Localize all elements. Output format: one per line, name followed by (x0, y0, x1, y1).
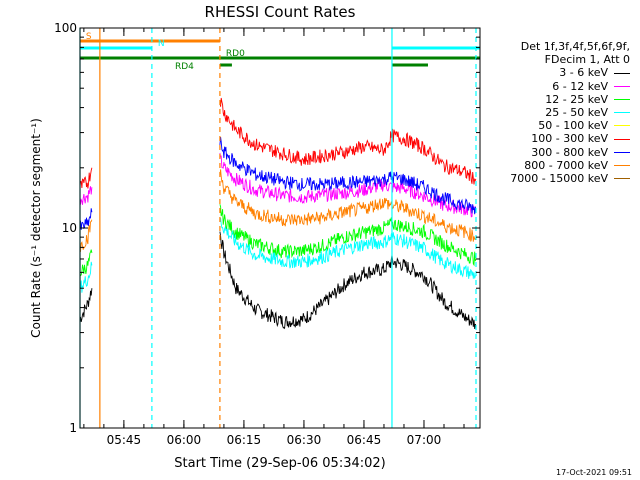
legend-entry: 3 - 6 keV (480, 66, 630, 79)
series-line-12-25-kev (79, 249, 93, 277)
legend-entry: 7000 - 15000 keV (480, 172, 630, 185)
legend-swatch (614, 151, 630, 153)
legend-entry: 300 - 800 keV (480, 146, 630, 159)
x-tick-label: 06:15 (227, 433, 262, 447)
legend-swatch (614, 164, 630, 166)
series-line-25-50-kev (79, 261, 93, 293)
legend-entry: 50 - 100 keV (480, 119, 630, 132)
series-line-6-12-kev (79, 186, 93, 205)
y-tick-label: 100 (54, 21, 77, 35)
legend-entry-label: 100 - 300 keV (531, 132, 608, 146)
legend-entry: 6 - 12 keV (480, 80, 630, 93)
chart-title: RHESSI Count Rates (205, 3, 356, 21)
y-axis-label: Count Rate (s⁻¹ detector segment⁻¹) (29, 118, 43, 338)
flag-label-s: S (86, 32, 92, 42)
series-line-12-25-kev (219, 204, 477, 267)
series-line-800-7000-kev (219, 169, 477, 242)
legend-swatch (614, 85, 630, 87)
x-tick-label: 06:30 (287, 433, 322, 447)
series-line-300-800-kev (79, 208, 93, 230)
legend-swatch (614, 72, 630, 74)
series-line-100-300-kev (219, 97, 477, 185)
legend-entries: 3 - 6 keV 6 - 12 keV 12 - 25 keV 25 - 50 ke… (480, 66, 630, 185)
legend: Det 1f,3f,4f,5f,6f,9f, FDecim 1, Att 0 3… (480, 40, 630, 185)
legend-header-line-2: FDecim 1, Att 0 (544, 53, 630, 67)
legend-entry: 12 - 25 keV (480, 93, 630, 106)
series-line-6-12-kev (219, 152, 477, 218)
legend-swatch (614, 125, 630, 127)
legend-entry: 800 - 7000 keV (480, 159, 630, 172)
series-line-3-6-kev (79, 288, 93, 322)
legend-entry-label: 7000 - 15000 keV (510, 172, 608, 186)
x-tick-label: 06:45 (347, 433, 382, 447)
series-line-25-50-kev (219, 217, 477, 279)
legend-entry-label: 50 - 100 keV (538, 119, 608, 133)
series-line-100-300-kev (79, 167, 93, 189)
legend-entry-label: 300 - 800 keV (531, 145, 608, 159)
legend-entry-label: 6 - 12 keV (552, 79, 608, 93)
flag-label-n: N (158, 39, 165, 49)
series-line-3-6-kev (219, 231, 477, 330)
footer-timestamp: 17-Oct-2021 09:51 (556, 468, 632, 477)
x-tick-label: 06:00 (167, 433, 202, 447)
legend-swatch (614, 112, 630, 114)
legend-entry-label: 25 - 50 keV (545, 106, 608, 120)
plot-frame (79, 27, 481, 429)
x-tick-label: 07:00 (407, 433, 442, 447)
legend-entry-label: 3 - 6 keV (559, 66, 608, 80)
y-tick-label: 1 (69, 421, 77, 435)
legend-entry-label: 800 - 7000 keV (524, 158, 608, 172)
legend-entry-label: 12 - 25 keV (545, 92, 608, 106)
legend-entry: 25 - 50 keV (480, 106, 630, 119)
y-tick-label: 10 (62, 221, 77, 235)
flag-label-rd4: RD4 (175, 62, 194, 72)
legend-swatch (614, 178, 630, 180)
legend-swatch (614, 98, 630, 100)
legend-header-line-1: Det 1f,3f,4f,5f,6f,9f, (520, 40, 630, 53)
legend-entry: 100 - 300 keV (480, 132, 630, 145)
x-tick-label: 05:45 (107, 433, 142, 447)
series-line-300-800-kev (219, 137, 477, 215)
series-line-800-7000-kev (79, 219, 93, 252)
flag-label-rd0: RD0 (226, 49, 245, 59)
legend-swatch (614, 138, 630, 140)
x-axis-label: Start Time (29-Sep-06 05:34:02) (174, 456, 385, 471)
